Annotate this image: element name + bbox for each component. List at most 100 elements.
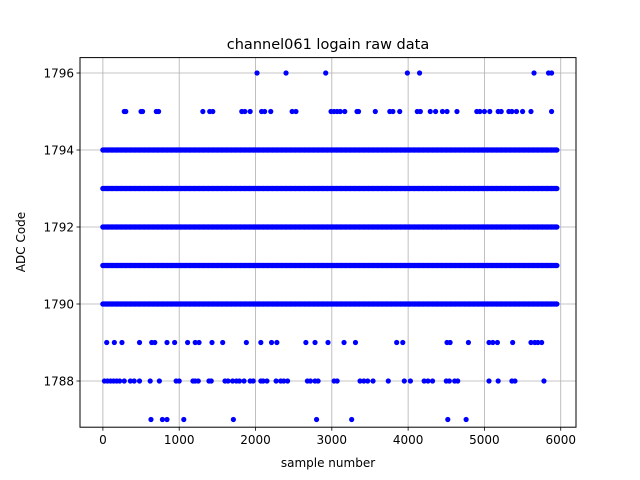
data-point: [489, 301, 495, 307]
data-point: [487, 108, 493, 115]
data-point: [246, 224, 253, 230]
data-point: [210, 262, 216, 269]
data-point: [155, 147, 161, 153]
data-point: [361, 301, 367, 307]
data-point: [254, 70, 260, 76]
data-point: [416, 70, 423, 76]
data-point: [220, 339, 226, 346]
data-point: [420, 301, 426, 307]
data-point: [123, 262, 129, 269]
data-point: [530, 301, 536, 307]
data-point: [146, 147, 152, 153]
data-point: [457, 224, 463, 230]
x-axis-label: sample number: [281, 456, 375, 470]
data-point: [480, 262, 486, 269]
data-point: [484, 185, 491, 192]
data-point: [411, 301, 417, 307]
data-point: [461, 147, 468, 153]
data-point: [164, 262, 170, 269]
data-point: [379, 262, 385, 269]
data-point: [530, 262, 536, 269]
data-point: [228, 301, 234, 307]
data-point: [507, 224, 513, 230]
data-point: [164, 147, 170, 153]
data-point: [241, 378, 247, 384]
data-point: [104, 224, 111, 230]
data-point: [379, 147, 385, 153]
data-point: [242, 262, 248, 269]
data-point: [361, 378, 367, 384]
data-point: [205, 224, 211, 230]
data-point: [150, 301, 156, 307]
data-point: [446, 378, 452, 384]
data-point: [471, 185, 477, 192]
data-point: [507, 147, 513, 153]
data-point: [457, 301, 463, 307]
data-point: [242, 301, 248, 307]
data-point: [191, 185, 198, 192]
data-point: [297, 185, 303, 192]
data-point: [375, 262, 381, 269]
data-point: [443, 224, 449, 230]
x-tick-label: 5000: [469, 433, 500, 447]
data-point: [384, 262, 390, 269]
data-point: [516, 262, 523, 269]
data-point: [288, 185, 294, 192]
data-point: [255, 301, 262, 307]
data-point: [434, 262, 440, 269]
data-point: [136, 339, 143, 346]
data-point: [486, 378, 492, 384]
data-point: [397, 108, 403, 115]
data-point: [333, 301, 339, 307]
data-point: [273, 378, 279, 384]
data-point: [184, 339, 191, 346]
data-point: [365, 224, 372, 230]
data-point: [278, 301, 285, 307]
data-point: [397, 185, 404, 192]
data-point: [516, 147, 523, 153]
data-point: [274, 301, 280, 307]
data-point: [448, 147, 454, 153]
data-point: [480, 147, 486, 153]
data-point: [452, 224, 459, 230]
data-point: [329, 224, 335, 230]
data-point: [347, 224, 353, 230]
data-point: [127, 378, 133, 384]
data-point: [196, 262, 202, 269]
data-point: [228, 185, 234, 192]
data-point: [164, 224, 170, 230]
data-point: [484, 147, 491, 153]
data-point: [100, 262, 106, 269]
data-point: [466, 185, 472, 192]
data-point: [219, 224, 225, 230]
data-point: [489, 262, 495, 269]
data-point: [365, 147, 372, 153]
data-point: [338, 301, 344, 307]
data-point: [255, 262, 262, 269]
data-point: [384, 185, 390, 192]
data-point: [333, 262, 339, 269]
data-point: [329, 147, 335, 153]
data-point: [320, 185, 326, 192]
data-point: [337, 108, 343, 115]
data-point: [219, 301, 225, 307]
data-point: [434, 301, 440, 307]
data-point: [521, 301, 527, 307]
data-point: [187, 147, 193, 153]
data-point: [494, 301, 500, 307]
data-point: [535, 262, 541, 269]
data-point: [109, 224, 115, 230]
data-point: [420, 185, 426, 192]
data-point: [365, 185, 372, 192]
data-point: [452, 185, 459, 192]
data-point: [168, 301, 175, 307]
data-point: [230, 378, 236, 384]
data-point: [521, 147, 527, 153]
data-point: [526, 185, 532, 192]
data-point: [407, 301, 413, 307]
data-point: [228, 224, 234, 230]
data-point: [425, 301, 431, 307]
data-point: [297, 224, 303, 230]
data-point: [393, 224, 399, 230]
data-point: [535, 339, 541, 346]
